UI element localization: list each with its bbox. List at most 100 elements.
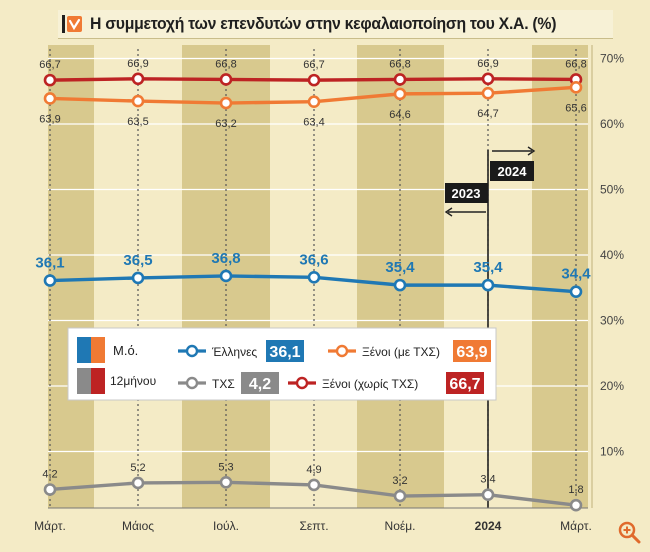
data-label-foreign_with: 65,6: [565, 102, 586, 114]
data-label-foreign_without: 66,7: [303, 59, 324, 71]
legend-value-foreign_with: 63,9: [456, 344, 487, 361]
data-label-foreign_without: 66,9: [127, 58, 148, 70]
legend-period-12m: 12μήνου: [110, 374, 156, 388]
data-label-greeks: 34,4: [561, 266, 591, 283]
legend-value-box-greeks: [266, 340, 304, 362]
data-label-foreign_with: 63,5: [127, 116, 148, 128]
legend-value-foreign_without: 66,7: [449, 376, 480, 393]
data-point-central: [43, 483, 57, 496]
y-tick-label: 30%: [600, 314, 624, 328]
data-point-foreign_without: [43, 73, 57, 87]
data-point-foreign_with: [393, 87, 407, 101]
data-point-foreign_with: [131, 94, 145, 108]
legend-period-avg: Μ.ό.: [113, 343, 138, 358]
y-tick-label: 60%: [600, 117, 624, 131]
legend-value-greeks: 36,1: [269, 344, 300, 361]
chart-title: Η συμμετοχή των επενδυτών στην κεφαλαιοπ…: [90, 14, 557, 33]
legend-swatch-12m-red: [91, 368, 105, 394]
x-tick-label: Μάρτ.: [34, 519, 66, 533]
data-label-foreign_with: 63,2: [215, 118, 236, 130]
data-label-central: 3,2: [392, 475, 407, 487]
data-label-foreign_without: 66,7: [39, 59, 60, 71]
data-label-greeks: 35,4: [473, 259, 503, 276]
data-point-central: [393, 489, 407, 503]
data-point-greeks: [481, 278, 495, 292]
data-label-central: 1,8: [568, 484, 583, 496]
y-tick-label: 20%: [600, 379, 624, 393]
legend-name-greeks: Έλληνες: [211, 345, 257, 359]
x-tick-label: 2024: [475, 519, 502, 533]
x-tick-label: Μάρτ.: [560, 519, 592, 533]
zoom-in-icon[interactable]: [617, 520, 641, 549]
x-tick-label: Νοέμ.: [385, 519, 416, 533]
data-label-greeks: 36,5: [123, 252, 152, 269]
data-point-foreign_with: [219, 96, 233, 110]
data-label-central: 4,2: [42, 468, 57, 480]
x-tick-label: Ιούλ.: [213, 519, 239, 533]
data-point-central: [307, 478, 321, 492]
year-box-right: [490, 161, 534, 181]
data-point-greeks: [219, 269, 233, 283]
data-label-central: 5,3: [218, 461, 233, 473]
legend-name-foreign_without: Ξένοι (χωρίς ΤΧΣ): [322, 377, 418, 391]
legend-marker-greeks: [185, 344, 199, 358]
y-tick-label: 70%: [600, 52, 624, 66]
y-tick-label: 10%: [600, 445, 624, 459]
data-point-foreign_without: [481, 72, 495, 86]
data-point-foreign_with: [569, 81, 583, 94]
legend-box: [67, 327, 497, 401]
arrow-badge-icon: [62, 13, 84, 35]
data-point-central: [131, 476, 145, 490]
data-point-central: [569, 498, 583, 512]
legend-value-box-central: [241, 372, 279, 394]
legend-value-box-foreign_with: [453, 340, 491, 362]
year-label-left: 2023: [452, 186, 481, 201]
data-label-greeks: 36,6: [299, 251, 328, 268]
legend-marker-central: [185, 376, 199, 390]
title-bar: Η συμμετοχή των επενδυτών στην κεφαλαιοπ…: [58, 10, 613, 39]
data-point-central: [481, 488, 495, 502]
data-label-central: 3,4: [480, 474, 495, 486]
arrow-left-head: [444, 207, 453, 217]
data-label-central: 5,2: [130, 462, 145, 474]
legend-swatch-avg-orange: [91, 337, 105, 363]
legend-value-central: 4,2: [249, 376, 271, 393]
data-point-foreign_without: [393, 73, 407, 86]
data-point-central: [219, 475, 233, 489]
y-tick-label: 40%: [600, 248, 624, 262]
data-label-central: 4,9: [306, 464, 321, 476]
data-point-foreign_with: [307, 95, 321, 109]
data-point-foreign_without: [219, 73, 233, 86]
data-point-foreign_without: [307, 73, 321, 87]
y-tick-label: 50%: [600, 183, 624, 197]
legend-name-foreign_with: Ξένοι (με ΤΧΣ): [362, 345, 440, 359]
legend-marker-foreign_without: [295, 376, 309, 390]
data-point-greeks: [43, 274, 57, 287]
plot-stripe: [532, 45, 588, 508]
data-label-foreign_with: 64,6: [389, 109, 410, 121]
data-point-foreign_with: [481, 86, 495, 100]
arrow-right-head: [527, 146, 536, 156]
data-label-greeks: 35,4: [385, 259, 415, 276]
legend-swatch-avg-blue: [77, 337, 91, 363]
x-tick-label: Σεπτ.: [299, 519, 328, 533]
year-box-left: [445, 183, 488, 203]
data-label-foreign_with: 63,9: [39, 113, 60, 125]
data-point-greeks: [307, 270, 321, 284]
data-point-greeks: [569, 285, 583, 298]
legend-name-central: ΤΧΣ: [212, 377, 235, 391]
data-point-greeks: [131, 271, 145, 285]
x-tick-label: Μάιος: [122, 519, 154, 533]
data-label-foreign_without: 66,8: [389, 58, 410, 70]
data-label-foreign_with: 64,7: [477, 108, 498, 120]
legend-swatch-12m-gray: [77, 368, 91, 394]
data-label-foreign_without: 66,9: [477, 58, 498, 70]
year-label-right: 2024: [498, 164, 528, 179]
data-label-greeks: 36,1: [35, 255, 64, 272]
data-label-foreign_without: 66,8: [565, 58, 586, 70]
legend-value-box-foreign_without: [446, 372, 484, 394]
data-label-greeks: 36,8: [211, 250, 240, 267]
data-point-foreign_with: [43, 92, 57, 105]
